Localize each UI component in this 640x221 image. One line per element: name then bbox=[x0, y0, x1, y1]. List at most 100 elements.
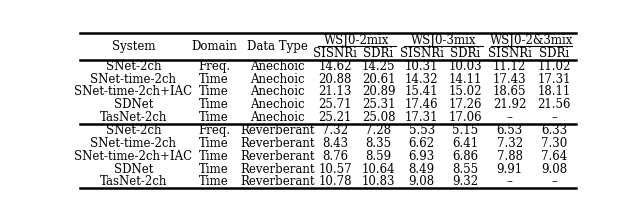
Text: 17.46: 17.46 bbox=[405, 98, 438, 111]
Text: 21.13: 21.13 bbox=[319, 85, 352, 98]
Text: Data Type: Data Type bbox=[247, 40, 308, 53]
Text: 6.62: 6.62 bbox=[409, 137, 435, 150]
Text: Anechoic: Anechoic bbox=[250, 60, 305, 73]
Text: 7.32: 7.32 bbox=[322, 124, 348, 137]
Text: SNet-time-2ch+IAC: SNet-time-2ch+IAC bbox=[74, 85, 193, 98]
Text: 21.92: 21.92 bbox=[493, 98, 526, 111]
Text: 11.12: 11.12 bbox=[493, 60, 526, 73]
Text: –: – bbox=[552, 111, 557, 124]
Text: TasNet-2ch: TasNet-2ch bbox=[100, 175, 167, 189]
Text: 25.21: 25.21 bbox=[319, 111, 352, 124]
Text: 10.03: 10.03 bbox=[448, 60, 482, 73]
Text: Anechoic: Anechoic bbox=[250, 98, 305, 111]
Text: 7.64: 7.64 bbox=[541, 150, 568, 163]
Text: Reverberant: Reverberant bbox=[240, 175, 315, 189]
Text: 17.06: 17.06 bbox=[448, 111, 482, 124]
Text: 8.55: 8.55 bbox=[452, 163, 478, 175]
Text: 20.61: 20.61 bbox=[362, 72, 396, 86]
Text: Time: Time bbox=[199, 111, 229, 124]
Text: 18.65: 18.65 bbox=[493, 85, 527, 98]
Text: 21.56: 21.56 bbox=[538, 98, 571, 111]
Text: Time: Time bbox=[199, 72, 229, 86]
Text: Time: Time bbox=[199, 85, 229, 98]
Text: TasNet-2ch: TasNet-2ch bbox=[100, 111, 167, 124]
Text: 8.43: 8.43 bbox=[322, 137, 348, 150]
Text: SNet-2ch: SNet-2ch bbox=[106, 60, 161, 73]
Text: SNet-time-2ch+IAC: SNet-time-2ch+IAC bbox=[74, 150, 193, 163]
Text: 15.02: 15.02 bbox=[448, 85, 482, 98]
Text: Freq.: Freq. bbox=[198, 124, 230, 137]
Text: Time: Time bbox=[199, 150, 229, 163]
Text: 9.08: 9.08 bbox=[409, 175, 435, 189]
Text: –: – bbox=[552, 175, 557, 189]
Text: SDRi: SDRi bbox=[364, 47, 394, 60]
Text: 7.30: 7.30 bbox=[541, 137, 568, 150]
Text: 6.33: 6.33 bbox=[541, 124, 568, 137]
Text: 6.93: 6.93 bbox=[408, 150, 435, 163]
Text: Anechoic: Anechoic bbox=[250, 85, 305, 98]
Text: 17.43: 17.43 bbox=[493, 72, 527, 86]
Text: 14.11: 14.11 bbox=[448, 72, 482, 86]
Text: 25.08: 25.08 bbox=[362, 111, 396, 124]
Text: System: System bbox=[111, 40, 155, 53]
Text: SNet-2ch: SNet-2ch bbox=[106, 124, 161, 137]
Text: Reverberant: Reverberant bbox=[240, 150, 315, 163]
Text: Time: Time bbox=[199, 163, 229, 175]
Text: 10.64: 10.64 bbox=[362, 163, 396, 175]
Text: Time: Time bbox=[199, 137, 229, 150]
Text: 11.02: 11.02 bbox=[538, 60, 571, 73]
Text: 14.32: 14.32 bbox=[405, 72, 438, 86]
Text: SNet-time-2ch: SNet-time-2ch bbox=[90, 137, 177, 150]
Text: 6.41: 6.41 bbox=[452, 137, 478, 150]
Text: 8.76: 8.76 bbox=[322, 150, 348, 163]
Text: SDRi: SDRi bbox=[450, 47, 480, 60]
Text: 9.08: 9.08 bbox=[541, 163, 568, 175]
Text: Time: Time bbox=[199, 98, 229, 111]
Text: SNet-time-2ch: SNet-time-2ch bbox=[90, 72, 177, 86]
Text: 8.59: 8.59 bbox=[365, 150, 392, 163]
Text: 18.11: 18.11 bbox=[538, 85, 571, 98]
Text: 20.88: 20.88 bbox=[319, 72, 352, 86]
Text: 10.31: 10.31 bbox=[405, 60, 438, 73]
Text: 7.88: 7.88 bbox=[497, 150, 523, 163]
Text: Reverberant: Reverberant bbox=[240, 137, 315, 150]
Text: Reverberant: Reverberant bbox=[240, 163, 315, 175]
Text: 10.78: 10.78 bbox=[319, 175, 352, 189]
Text: 10.57: 10.57 bbox=[318, 163, 352, 175]
Text: 9.91: 9.91 bbox=[497, 163, 523, 175]
Text: 7.32: 7.32 bbox=[497, 137, 523, 150]
Text: Domain: Domain bbox=[191, 40, 237, 53]
Text: SDNet: SDNet bbox=[114, 163, 153, 175]
Text: 25.71: 25.71 bbox=[319, 98, 352, 111]
Text: Anechoic: Anechoic bbox=[250, 111, 305, 124]
Text: 6.53: 6.53 bbox=[497, 124, 523, 137]
Text: SDNet: SDNet bbox=[114, 98, 153, 111]
Text: 9.32: 9.32 bbox=[452, 175, 478, 189]
Text: 8.35: 8.35 bbox=[365, 137, 392, 150]
Text: 14.25: 14.25 bbox=[362, 60, 396, 73]
Text: 25.31: 25.31 bbox=[362, 98, 396, 111]
Text: 14.62: 14.62 bbox=[319, 60, 352, 73]
Text: 6.86: 6.86 bbox=[452, 150, 478, 163]
Text: WSJ0-2mix: WSJ0-2mix bbox=[324, 34, 390, 46]
Text: SISNRi: SISNRi bbox=[400, 47, 444, 60]
Text: SISNRi: SISNRi bbox=[488, 47, 532, 60]
Text: SISNRi: SISNRi bbox=[313, 47, 357, 60]
Text: Reverberant: Reverberant bbox=[240, 124, 315, 137]
Text: Anechoic: Anechoic bbox=[250, 72, 305, 86]
Text: SDRi: SDRi bbox=[540, 47, 570, 60]
Text: 10.83: 10.83 bbox=[362, 175, 396, 189]
Text: 17.31: 17.31 bbox=[405, 111, 438, 124]
Text: 5.15: 5.15 bbox=[452, 124, 478, 137]
Text: Freq.: Freq. bbox=[198, 60, 230, 73]
Text: Time: Time bbox=[199, 175, 229, 189]
Text: WSJ0-2&3mix: WSJ0-2&3mix bbox=[490, 34, 573, 46]
Text: 17.26: 17.26 bbox=[448, 98, 482, 111]
Text: 5.53: 5.53 bbox=[408, 124, 435, 137]
Text: –: – bbox=[507, 111, 513, 124]
Text: 15.41: 15.41 bbox=[405, 85, 438, 98]
Text: 17.31: 17.31 bbox=[538, 72, 571, 86]
Text: –: – bbox=[507, 175, 513, 189]
Text: 7.28: 7.28 bbox=[365, 124, 392, 137]
Text: 8.49: 8.49 bbox=[409, 163, 435, 175]
